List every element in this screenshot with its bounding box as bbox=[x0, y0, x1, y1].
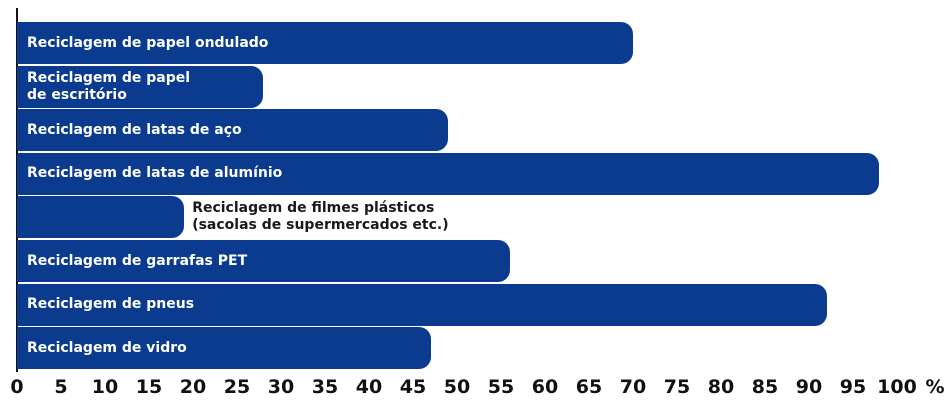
x-axis-unit: % bbox=[925, 376, 945, 398]
bar-label: Reciclagem de latas de alumínio bbox=[27, 165, 283, 182]
bar-label: Reciclagem de vidro bbox=[27, 339, 187, 356]
x-tick-label: 70 bbox=[619, 376, 647, 398]
x-tick-label: 75 bbox=[663, 376, 691, 398]
x-tick-label: 100 bbox=[877, 376, 917, 398]
bar-label: Reciclagem de pneus bbox=[27, 296, 195, 313]
bar bbox=[17, 152, 880, 195]
bar-label: Reciclagem de papel ondulado bbox=[27, 34, 269, 51]
x-tick-label: 0 bbox=[10, 376, 24, 398]
bar bbox=[17, 65, 264, 108]
x-tick-label: 95 bbox=[839, 376, 867, 398]
x-tick-label: 25 bbox=[223, 376, 251, 398]
bar bbox=[17, 283, 827, 326]
x-tick-label: 80 bbox=[707, 376, 735, 398]
bar bbox=[17, 22, 633, 64]
x-tick-label: 85 bbox=[751, 376, 779, 398]
bar-label: Reciclagem de garrafas PET bbox=[27, 252, 248, 269]
bar bbox=[17, 109, 449, 152]
x-tick-label: 40 bbox=[355, 376, 383, 398]
bar-label: Reciclagem de papel de escritório bbox=[27, 69, 191, 103]
x-tick-label: 30 bbox=[267, 376, 295, 398]
x-tick-label: 10 bbox=[91, 376, 119, 398]
bar bbox=[17, 327, 431, 370]
x-tick-label: 35 bbox=[311, 376, 339, 398]
x-tick-label: 55 bbox=[487, 376, 515, 398]
x-tick-label: 50 bbox=[443, 376, 471, 398]
x-tick-label: 65 bbox=[575, 376, 603, 398]
x-tick-label: 90 bbox=[795, 376, 823, 398]
x-tick-label: 45 bbox=[399, 376, 427, 398]
x-tick-label: 15 bbox=[135, 376, 163, 398]
x-tick-label: 60 bbox=[531, 376, 559, 398]
x-tick-label: 5 bbox=[54, 376, 68, 398]
bar bbox=[17, 240, 510, 282]
x-tick-label: 20 bbox=[179, 376, 207, 398]
bar-label: Reciclagem de latas de aço bbox=[27, 121, 242, 138]
bar bbox=[17, 196, 185, 239]
bar-label: Reciclagem de filmes plásticos (sacolas … bbox=[192, 200, 449, 234]
